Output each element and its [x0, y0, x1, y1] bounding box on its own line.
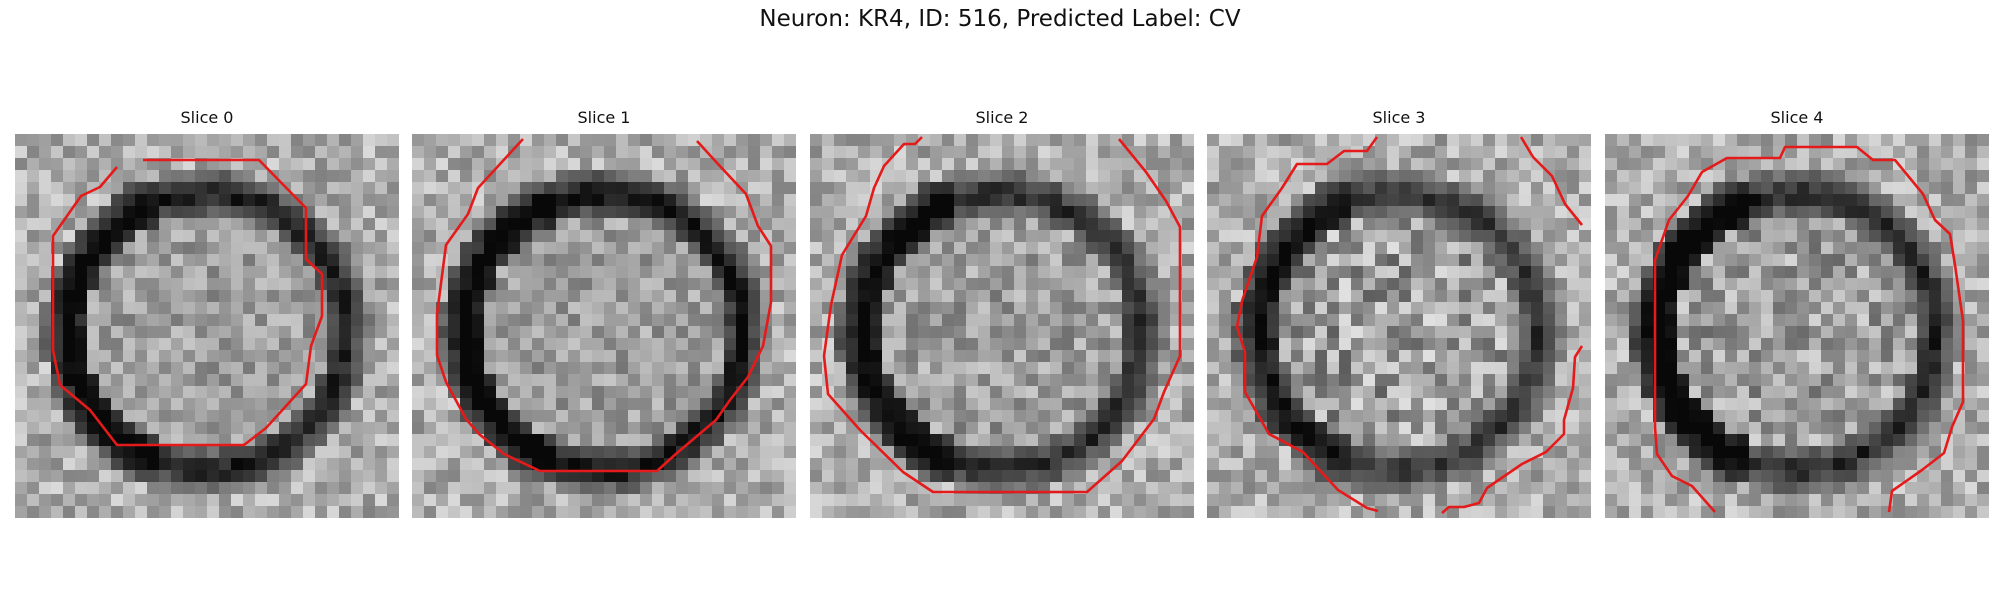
- figure-title: Neuron: KR4, ID: 516, Predicted Label: C…: [759, 6, 1241, 32]
- slice-panel-4: Slice 4: [1605, 108, 1989, 518]
- cell-contour: [435, 138, 773, 473]
- slice-image-0: [15, 134, 399, 518]
- cell-contour: [1653, 145, 1965, 513]
- cell-contour: [1441, 345, 1584, 514]
- slice-panel-3: Slice 3: [1207, 108, 1591, 518]
- slice-image-3: [1207, 134, 1591, 518]
- slice-image-1: [412, 134, 796, 518]
- slice-title: Slice 0: [180, 108, 234, 127]
- slice-title: Slice 3: [1372, 108, 1426, 127]
- cell-contour: [822, 136, 1182, 494]
- slice-image-4: [1605, 134, 1989, 518]
- cell-contour: [51, 158, 324, 447]
- slice-panel-2: Slice 2: [810, 108, 1194, 518]
- slice-image-2: [810, 134, 1194, 518]
- slice-panel-1: Slice 1: [412, 108, 796, 518]
- slice-title: Slice 1: [577, 108, 631, 127]
- slice-title: Slice 2: [975, 108, 1029, 127]
- cell-contour: [1235, 136, 1379, 513]
- slice-title: Slice 4: [1770, 108, 1824, 127]
- slice-panel-0: Slice 0: [15, 108, 399, 518]
- cell-contour: [1519, 136, 1584, 226]
